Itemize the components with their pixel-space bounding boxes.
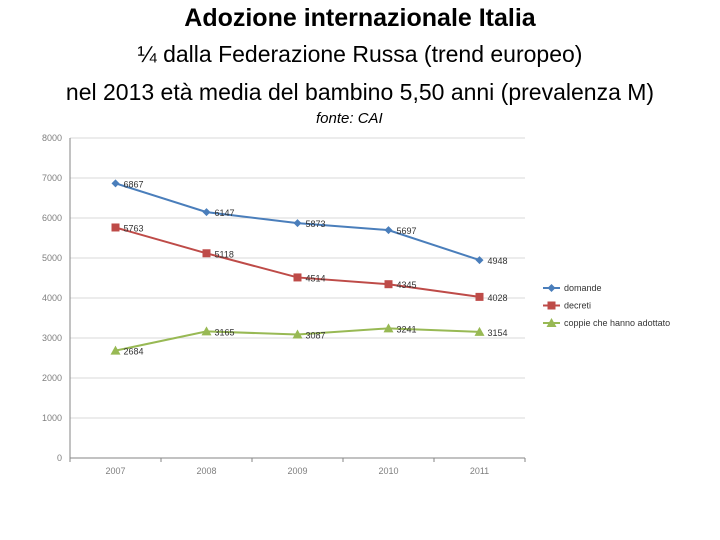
point-marker	[202, 249, 211, 258]
point-marker	[111, 179, 120, 188]
data-label: 6147	[215, 208, 235, 218]
legend-entry: coppie che hanno adottato	[543, 318, 670, 328]
data-label: 5697	[397, 226, 417, 236]
legend-label: domande	[564, 283, 602, 293]
gridlines	[70, 137, 525, 459]
point-marker	[383, 323, 394, 333]
point-marker	[201, 326, 212, 336]
y-tick-label: 6000	[42, 213, 62, 223]
legend-entry: decreti	[543, 301, 591, 311]
point-marker	[475, 292, 484, 301]
y-tick-label: 4000	[42, 293, 62, 303]
point-marker	[475, 256, 484, 265]
source-note: fonte: CAI	[316, 110, 383, 127]
axes: 0 1000 2000 3000 4000 5000 6000 7000 8000 2007 200…	[42, 133, 526, 476]
data-label: 4028	[488, 293, 508, 303]
data-label: 3165	[215, 327, 235, 337]
data-label: 4948	[488, 256, 508, 266]
x-tick-label: 2008	[196, 466, 216, 476]
point-marker	[384, 226, 393, 235]
point-marker	[293, 219, 302, 228]
point-marker	[202, 208, 211, 217]
data-label: 4514	[306, 273, 326, 283]
point-marker	[384, 280, 393, 289]
point-marker	[474, 326, 485, 336]
x-tick-label: 2011	[470, 466, 489, 476]
data-label: 3241	[397, 324, 417, 334]
data-label: 4345	[397, 280, 417, 290]
y-tick-label: 8000	[42, 133, 62, 143]
series-domande: 6867 6147 5873 5697 4948	[111, 179, 508, 266]
series-layer: 6867 6147 5873 5697 4948 5763 5118 4514 4345 4028…	[110, 179, 508, 357]
subtitle-age: nel 2013 età media del bambino 5,50 anni…	[65, 79, 655, 105]
legend-label: decreti	[564, 301, 591, 311]
point-marker	[547, 284, 556, 292]
legend-entry: domande	[543, 283, 602, 293]
data-label: 3087	[306, 331, 326, 341]
legend-label: coppie che hanno adottato	[564, 318, 670, 328]
data-label: 5873	[306, 219, 326, 229]
data-label: 6867	[124, 179, 144, 189]
point-marker	[546, 318, 557, 327]
data-label: 3154	[488, 328, 508, 338]
series-decreti: 5763 5118 4514 4345 4028	[111, 223, 508, 303]
legend: domande decreti coppie che hanno adottato	[543, 283, 670, 328]
y-tick-label: 0	[57, 453, 62, 463]
data-label: 2684	[124, 347, 144, 357]
series-coppie-che-hanno-adottato: 2684 3165 3087 3241 3154	[110, 323, 508, 357]
y-tick-label: 1000	[42, 413, 62, 423]
y-tick-label: 3000	[42, 333, 62, 343]
y-tick-label: 7000	[42, 173, 62, 183]
point-marker	[292, 329, 303, 339]
point-marker	[110, 345, 121, 355]
series-line	[115, 226, 480, 298]
page-title: Adozione internazionale Italia	[184, 4, 536, 32]
y-tick-label: 2000	[42, 373, 62, 383]
point-marker	[293, 273, 302, 282]
data-label: 5118	[215, 249, 234, 259]
point-marker	[547, 301, 556, 310]
x-tick-label: 2007	[105, 466, 125, 476]
point-marker	[111, 223, 120, 232]
x-tick-label: 2010	[378, 466, 398, 476]
subtitle-russia: ¼ dalla Federazione Russa (trend europeo…	[137, 41, 583, 67]
y-tick-label: 5000	[42, 253, 62, 263]
x-tick-label: 2009	[287, 466, 307, 476]
data-label: 5763	[124, 223, 144, 233]
